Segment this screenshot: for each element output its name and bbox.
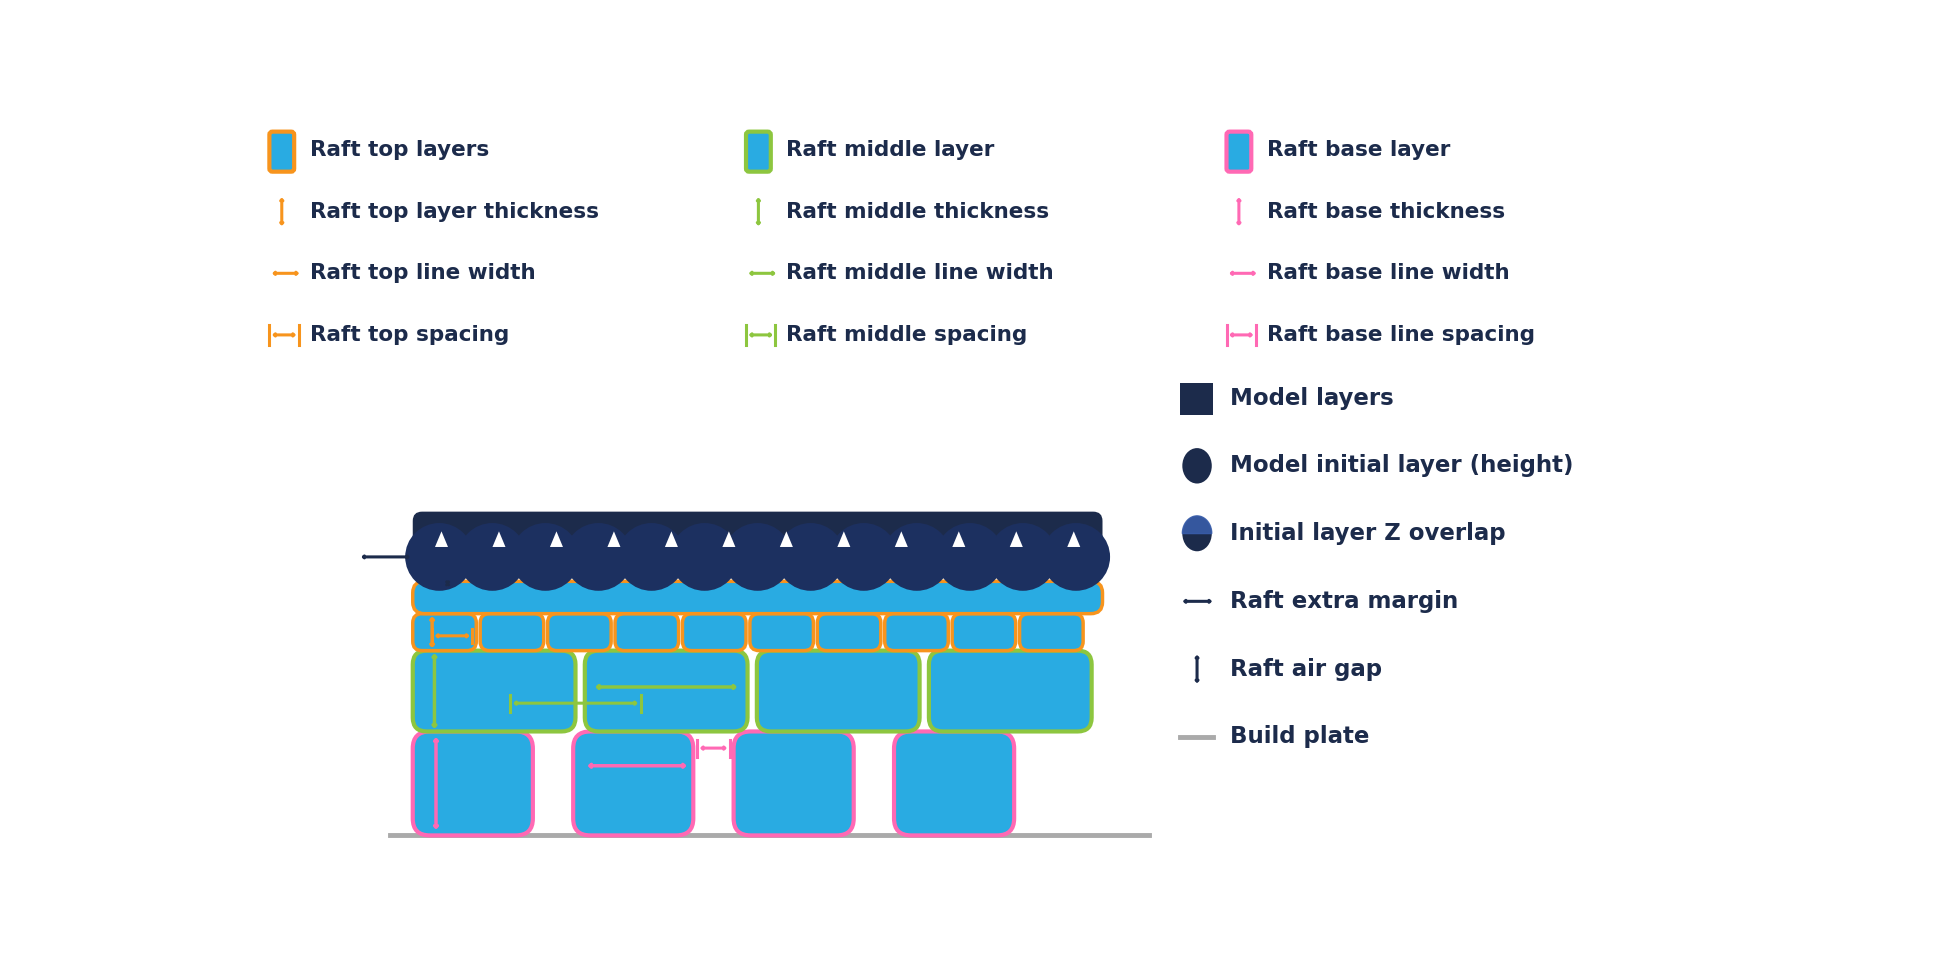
FancyBboxPatch shape	[952, 613, 1016, 650]
Text: Raft top layer thickness: Raft top layer thickness	[310, 202, 599, 221]
Circle shape	[829, 523, 897, 591]
Text: Raft middle line width: Raft middle line width	[787, 263, 1054, 284]
Text: Build plate: Build plate	[1231, 725, 1370, 749]
Polygon shape	[895, 531, 907, 547]
FancyBboxPatch shape	[1019, 613, 1083, 650]
Polygon shape	[723, 531, 735, 547]
FancyBboxPatch shape	[682, 613, 746, 650]
Circle shape	[405, 523, 473, 591]
FancyBboxPatch shape	[886, 613, 948, 650]
FancyBboxPatch shape	[928, 650, 1091, 731]
Text: Model layers: Model layers	[1231, 386, 1393, 410]
Polygon shape	[837, 531, 851, 547]
FancyBboxPatch shape	[735, 731, 855, 836]
Polygon shape	[665, 531, 678, 547]
Polygon shape	[607, 531, 620, 547]
Circle shape	[618, 523, 686, 591]
Text: Raft base layer: Raft base layer	[1267, 140, 1450, 160]
Circle shape	[936, 523, 1004, 591]
Polygon shape	[434, 531, 448, 547]
Text: Raft top layers: Raft top layers	[310, 140, 488, 160]
Text: Raft air gap: Raft air gap	[1231, 657, 1382, 681]
Polygon shape	[1010, 531, 1023, 547]
Ellipse shape	[1182, 448, 1211, 484]
FancyBboxPatch shape	[413, 613, 477, 650]
Text: Initial layer Z overlap: Initial layer Z overlap	[1231, 522, 1506, 545]
Text: Raft top spacing: Raft top spacing	[310, 325, 510, 345]
FancyBboxPatch shape	[548, 613, 610, 650]
Circle shape	[777, 523, 845, 591]
Text: Raft top line width: Raft top line width	[310, 263, 535, 284]
Polygon shape	[779, 531, 793, 547]
Text: Raft middle thickness: Raft middle thickness	[787, 202, 1048, 221]
Ellipse shape	[1182, 516, 1211, 551]
Text: Model initial layer (height): Model initial layer (height)	[1231, 454, 1574, 478]
FancyBboxPatch shape	[893, 731, 1014, 836]
Text: Raft base line width: Raft base line width	[1267, 263, 1510, 284]
Polygon shape	[550, 531, 562, 547]
Circle shape	[457, 523, 527, 591]
Polygon shape	[1182, 516, 1211, 533]
FancyBboxPatch shape	[413, 512, 1103, 567]
Circle shape	[512, 523, 579, 591]
Circle shape	[882, 523, 952, 591]
FancyBboxPatch shape	[746, 132, 771, 172]
FancyBboxPatch shape	[614, 613, 678, 650]
Circle shape	[723, 523, 793, 591]
FancyBboxPatch shape	[413, 581, 1103, 613]
FancyBboxPatch shape	[1180, 382, 1213, 415]
Circle shape	[564, 523, 632, 591]
Polygon shape	[952, 531, 965, 547]
FancyBboxPatch shape	[269, 132, 295, 172]
Text: Raft base thickness: Raft base thickness	[1267, 202, 1506, 221]
FancyBboxPatch shape	[481, 613, 545, 650]
FancyBboxPatch shape	[818, 613, 882, 650]
Circle shape	[1043, 523, 1110, 591]
Text: Raft middle spacing: Raft middle spacing	[787, 325, 1027, 345]
FancyBboxPatch shape	[413, 650, 576, 731]
Circle shape	[988, 523, 1056, 591]
Text: Raft base line spacing: Raft base line spacing	[1267, 325, 1535, 345]
FancyBboxPatch shape	[574, 731, 694, 836]
Circle shape	[671, 523, 738, 591]
FancyBboxPatch shape	[758, 650, 921, 731]
Polygon shape	[1068, 531, 1079, 547]
FancyBboxPatch shape	[750, 613, 814, 650]
FancyBboxPatch shape	[413, 731, 533, 836]
FancyBboxPatch shape	[1227, 132, 1252, 172]
Text: Raft extra margin: Raft extra margin	[1231, 590, 1459, 613]
Text: Raft middle layer: Raft middle layer	[787, 140, 994, 160]
FancyBboxPatch shape	[585, 650, 748, 731]
Polygon shape	[492, 531, 506, 547]
